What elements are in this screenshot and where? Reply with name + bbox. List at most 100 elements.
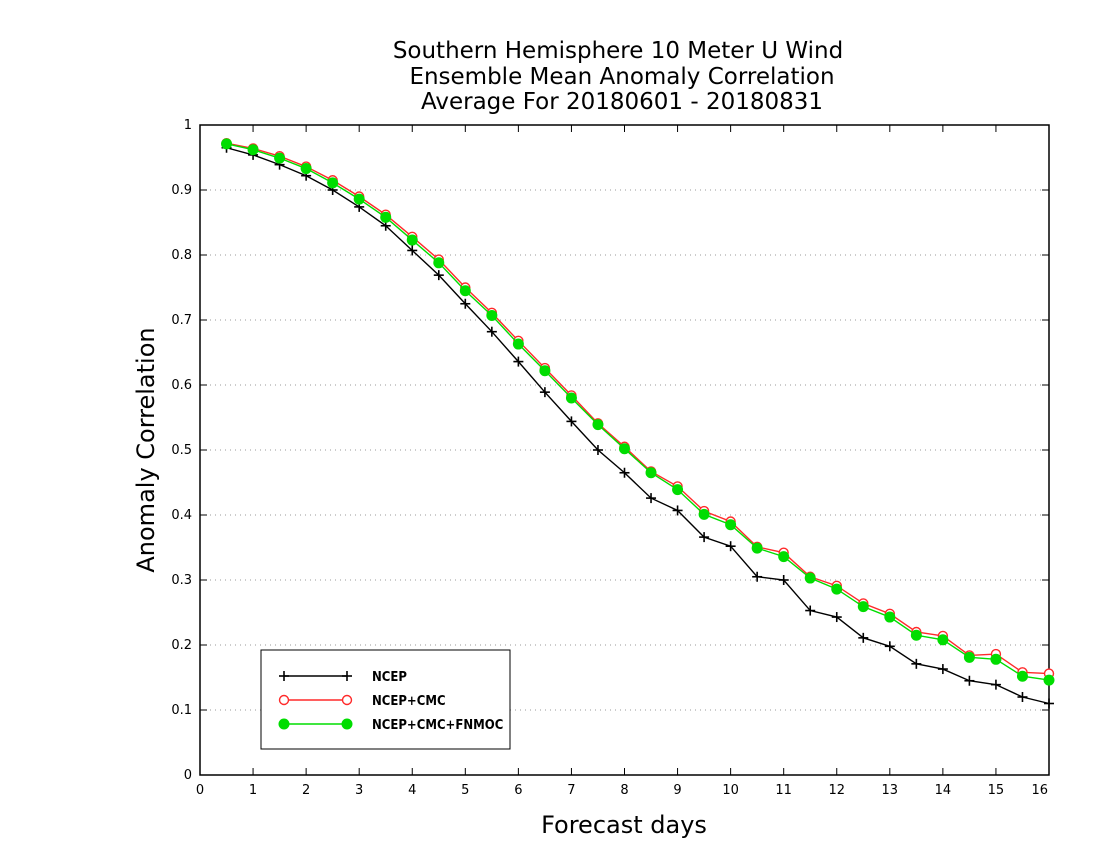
data-point [990,679,1001,690]
data-point [646,493,657,504]
x-tick-label: 14 [935,783,952,798]
y-axis-label: Anomaly Correlation [132,327,160,572]
data-point [963,651,975,663]
x-tick-label: 13 [882,783,899,798]
data-point [592,445,603,455]
x-axis-ticks: 0 1 2 3 4 5 6 7 8 9 10 11 12 13 14 15 16 [196,125,1050,798]
data-point [884,611,896,623]
data-point [699,532,710,543]
data-point [725,541,736,552]
data-point [1043,674,1055,686]
data-point [937,664,948,675]
data-point [1016,670,1028,682]
x-tick-label: 8 [620,783,628,798]
x-tick-label: 2 [302,783,310,798]
legend-marker [278,694,290,706]
data-point [672,505,683,516]
data-point [433,270,444,281]
legend-marker [341,718,353,730]
data-point [433,257,445,269]
legend-label: NCEP+CMC+FNMOC [372,718,503,733]
data-point [672,484,684,496]
data-point [619,443,630,455]
data-point [884,641,895,652]
data-point [937,634,949,646]
data-point [831,583,843,595]
data-point [539,365,551,377]
series [221,137,1055,709]
data-point [247,144,259,156]
data-point [751,542,763,554]
data-point [300,163,312,175]
legend-marker [279,671,289,681]
y-tick-label: 1 [184,118,192,133]
data-point [911,658,922,669]
data-point [274,152,286,164]
x-axis-label: Forecast days [541,811,707,839]
data-point [698,508,710,520]
chart-title: Southern Hemisphere 10 Meter U Wind Ense… [393,38,843,115]
data-point [486,309,498,321]
series-ncep-cmc [221,137,1055,679]
data-point [778,575,789,585]
data-point [645,467,657,479]
title-line-1: Southern Hemisphere 10 Meter U Wind [393,38,843,64]
data-point [513,356,524,367]
x-tick-label: 15 [988,783,1005,798]
y-tick-label: 0.2 [171,638,192,653]
legend-entry: NCEP [279,670,407,685]
legend-marker [341,694,353,706]
data-point [805,605,816,616]
x-tick-label: 16 [1031,783,1048,798]
series-ncep-cmc-fnmoc [221,138,1055,686]
x-tick-label: 0 [196,783,204,798]
data-point [460,298,471,309]
x-tick-label: 9 [673,783,681,798]
y-tick-label: 0.5 [171,443,192,458]
x-tick-label: 10 [722,783,739,798]
data-point [858,632,869,643]
legend-marker [278,718,290,730]
data-point [566,416,577,427]
data-point [910,629,922,641]
series-ncep [221,142,1054,709]
data-point [804,572,816,584]
x-tick-label: 12 [828,783,845,798]
legend-label: NCEP+CMC [372,694,446,709]
series-line [226,143,1050,681]
y-tick-label: 0 [184,768,192,783]
x-tick-label: 7 [567,783,575,798]
data-point [353,193,365,205]
x-tick-label: 3 [355,783,363,798]
y-tick-label: 0.8 [171,248,192,263]
y-tick-label: 0.4 [171,508,192,523]
data-point [592,419,604,431]
data-point [752,571,763,582]
x-tick-label: 1 [249,783,257,798]
data-point [831,612,842,623]
legend: NCEP NCEP+CMC NCEP+CMC+FNMOC [260,649,511,750]
x-tick-label: 4 [408,783,416,798]
y-tick-label: 0.9 [171,183,192,198]
data-point [459,285,471,297]
data-point [406,234,418,246]
data-point [857,601,869,613]
data-point [565,392,577,404]
y-axis-ticks: 0 0.1 0.2 0.3 0.4 0.5 0.6 0.7 0.8 0.9 1 [171,118,1049,783]
data-point [221,138,233,150]
legend-entry: NCEP+CMC+FNMOC [278,718,503,733]
title-line-3: Average For 20180601 - 20180831 [421,89,823,115]
data-point [725,519,737,531]
legend-label: NCEP [372,670,407,685]
legend-marker [342,671,352,681]
series-line [226,142,1050,675]
data-point [539,387,550,398]
y-tick-label: 0.3 [171,573,192,588]
y-tick-label: 0.7 [171,313,192,328]
y-tick-label: 0.1 [171,703,192,718]
data-point [619,467,630,478]
data-point [512,338,524,350]
x-tick-label: 6 [514,783,522,798]
data-point [380,211,392,223]
x-tick-label: 5 [461,783,469,798]
